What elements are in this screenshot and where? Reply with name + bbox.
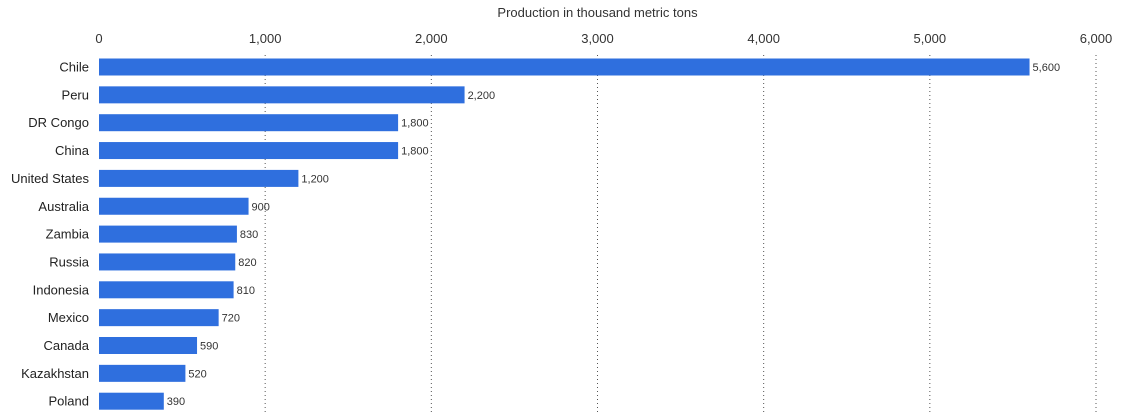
x-tick-label: 2,000	[415, 31, 448, 46]
x-tick-label: 1,000	[249, 31, 282, 46]
category-label: United States	[11, 171, 90, 186]
category-labels: Chile Peru DR Congo China United States Austr…	[11, 60, 90, 409]
data-label: 900	[252, 201, 270, 213]
bar	[99, 58, 1030, 76]
bar	[99, 169, 299, 187]
x-tick-label: 5,000	[914, 31, 947, 46]
x-axis-ticks: 0 1,000 2,000 3,000 4,000 5,000 6,000	[95, 31, 1112, 46]
bar	[99, 392, 164, 410]
data-label: 390	[167, 396, 185, 408]
category-label: Russia	[49, 254, 90, 269]
category-label: Mexico	[48, 310, 89, 325]
category-label: Australia	[38, 199, 89, 214]
x-tick-label: 0	[95, 31, 102, 46]
data-label: 1,800	[401, 146, 429, 158]
data-label: 2,200	[468, 90, 496, 102]
bars	[99, 58, 1030, 410]
category-label: Canada	[43, 338, 89, 353]
category-label: Kazakhstan	[21, 366, 89, 381]
bar	[99, 309, 219, 327]
bar	[99, 142, 399, 160]
data-label: 1,200	[301, 173, 329, 185]
category-label: Poland	[49, 394, 89, 409]
x-tick-label: 6,000	[1080, 31, 1113, 46]
category-label: DR Congo	[28, 115, 89, 130]
category-label: Chile	[59, 60, 89, 75]
bar	[99, 225, 237, 243]
bar	[99, 281, 234, 299]
category-label: China	[55, 143, 90, 158]
category-label: Zambia	[46, 227, 90, 242]
data-label: 1,800	[401, 118, 429, 130]
data-labels: 5,600 2,200 1,800 1,800 1,200 900 830 820 810 720…	[167, 62, 1060, 408]
bar	[99, 114, 399, 132]
data-label: 810	[237, 285, 255, 297]
gridlines	[264, 55, 1097, 412]
bar	[99, 337, 198, 354]
category-label: Peru	[62, 87, 89, 102]
x-tick-label: 3,000	[581, 31, 614, 46]
x-tick-label: 4,000	[747, 31, 780, 46]
x-axis-title: Production in thousand metric tons	[497, 5, 698, 20]
category-label: Indonesia	[33, 282, 90, 297]
bar	[99, 86, 465, 104]
bar	[99, 197, 249, 215]
data-label: 830	[240, 229, 258, 241]
bar	[99, 364, 186, 382]
data-label: 5,600	[1033, 62, 1061, 74]
data-label: 820	[238, 257, 256, 269]
bar	[99, 253, 236, 271]
data-label: 590	[200, 341, 218, 353]
data-label: 520	[188, 368, 206, 380]
data-label: 720	[222, 313, 240, 325]
